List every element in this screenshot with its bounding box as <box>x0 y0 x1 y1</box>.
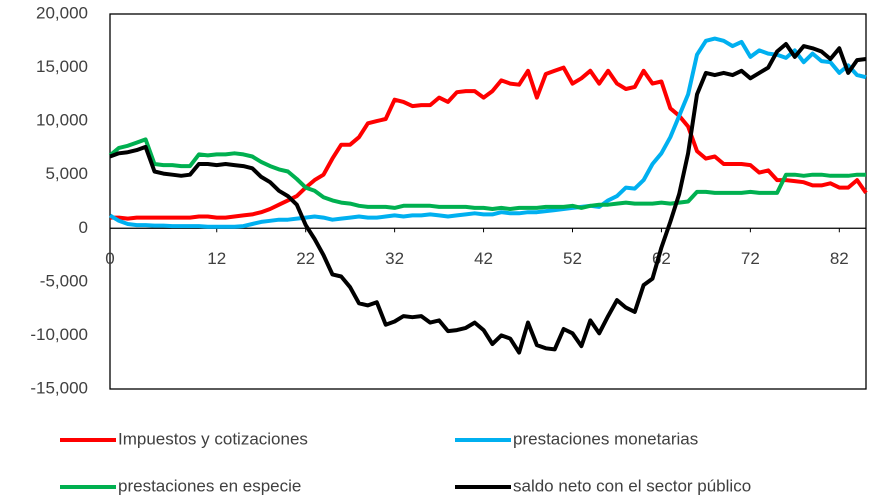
y-tick-label: 15,000 <box>36 57 88 76</box>
plot-area <box>109 13 867 390</box>
series-line <box>109 42 867 355</box>
series-line <box>110 65 868 221</box>
x-tick-label: 12 <box>207 249 226 268</box>
legend-label: Impuestos y cotizaciones <box>118 429 308 448</box>
legend-label: prestaciones monetarias <box>513 429 698 448</box>
legend-label: prestaciones en especie <box>118 476 301 495</box>
x-tick-label: 0 <box>105 249 114 268</box>
x-tick-label: 22 <box>296 249 315 268</box>
legend-label: saldo neto con el sector público <box>513 476 751 495</box>
y-tick-label: -10,000 <box>30 325 88 344</box>
y-tick-label: 20,000 <box>36 3 88 22</box>
x-tick-label: 32 <box>385 249 404 268</box>
y-tick-label: 0 <box>79 218 88 237</box>
x-tick-label: 82 <box>830 249 849 268</box>
x-tick-label: 72 <box>741 249 760 268</box>
y-tick-label: 5,000 <box>45 164 88 183</box>
x-tick-label: 42 <box>474 249 493 268</box>
y-tick-label: -15,000 <box>30 378 88 397</box>
series-line <box>108 36 867 229</box>
y-tick-label: -5,000 <box>40 271 88 290</box>
y-tick-label: 10,000 <box>36 111 88 130</box>
series-line <box>108 137 866 211</box>
x-tick-label: 52 <box>563 249 582 268</box>
